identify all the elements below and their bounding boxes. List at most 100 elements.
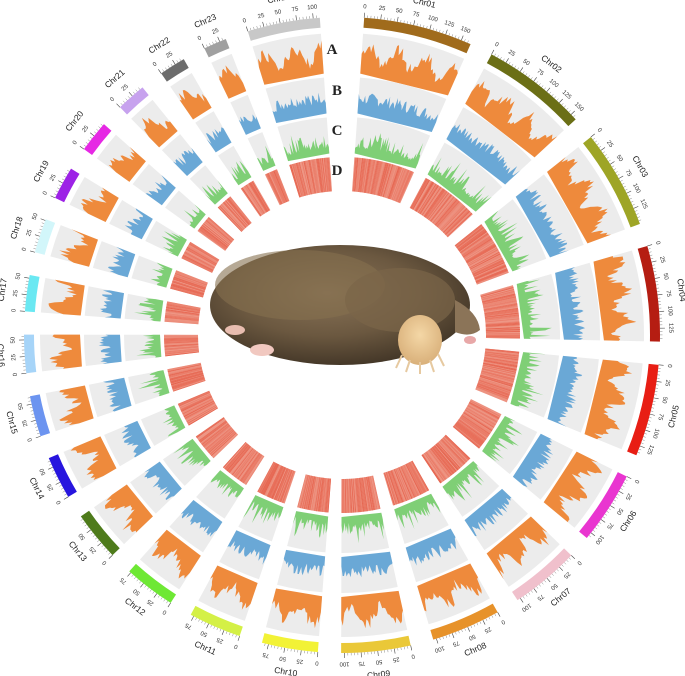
minor-tick bbox=[270, 645, 272, 648]
minor-tick bbox=[160, 597, 163, 600]
track-d-heat-cell bbox=[177, 390, 210, 405]
minor-tick bbox=[594, 140, 598, 143]
tick-mark bbox=[647, 244, 653, 247]
track-d-heat-cell bbox=[164, 349, 199, 354]
track-d-heat-cell bbox=[302, 475, 312, 509]
track-d-heat-cell bbox=[378, 162, 389, 197]
tick-label: 25 bbox=[507, 49, 516, 58]
track-d-heat-cell bbox=[326, 157, 331, 192]
track-d-heat-cell bbox=[278, 469, 292, 502]
track-d-heat-cell bbox=[484, 307, 519, 314]
track-d-heat-cell bbox=[195, 417, 225, 438]
minor-tick bbox=[611, 165, 615, 168]
track-d-heat-cell bbox=[462, 413, 492, 433]
track-d-heat-cell bbox=[204, 220, 232, 244]
track-d-heat-cell bbox=[313, 159, 320, 193]
track-a-profile bbox=[360, 44, 458, 96]
track-d-heat-cell bbox=[456, 226, 484, 248]
track-d-heat-cell bbox=[319, 477, 325, 512]
track-d-heat-cell bbox=[466, 406, 497, 424]
track-c-background bbox=[484, 199, 547, 272]
track-d-heat-cell bbox=[316, 158, 323, 193]
chromosome-chr17: 0 25 50 Chr17 bbox=[0, 272, 201, 325]
track-d-heat-cell bbox=[231, 447, 253, 475]
minor-tick bbox=[29, 407, 33, 409]
track-d-heat-cell bbox=[365, 476, 372, 511]
track-d-heat-cell bbox=[484, 311, 519, 317]
track-d-heat-cell bbox=[322, 157, 328, 192]
track-d-heat-cell bbox=[164, 344, 199, 348]
tick-label: 0 bbox=[101, 559, 108, 566]
minor-tick bbox=[615, 496, 618, 499]
tick-mark bbox=[651, 260, 657, 263]
track-d-heat-cell bbox=[226, 198, 250, 226]
track-d-heat-cell bbox=[269, 172, 285, 204]
track-d-heat-cell bbox=[416, 182, 435, 213]
track-d-heat-cell bbox=[483, 363, 517, 371]
track-d-heat-cell bbox=[291, 164, 302, 198]
track-d-heat-cell bbox=[164, 335, 199, 337]
minor-tick bbox=[276, 21, 278, 24]
track-d-heat-cell bbox=[164, 338, 199, 340]
tick-label: 100 bbox=[433, 644, 445, 653]
minor-tick bbox=[650, 410, 654, 412]
track-d-heat-cell bbox=[169, 371, 204, 382]
track-d-heat-cell bbox=[408, 462, 426, 493]
track-d-heat-cell bbox=[180, 395, 212, 411]
track-d-heat-cell bbox=[233, 449, 255, 477]
track-d-heat-cell bbox=[420, 185, 440, 215]
tick-label: 100 bbox=[548, 78, 560, 89]
tick-label: 0 bbox=[632, 478, 639, 484]
track-d-heat-cell bbox=[477, 384, 510, 397]
track-d-heat-cell bbox=[314, 477, 321, 511]
track-d-heat-cell bbox=[203, 425, 231, 449]
track-d-heat-cell bbox=[388, 166, 401, 200]
track-d-heat-cell bbox=[188, 243, 219, 262]
chromosome-chr04: 0 25 50 75 100 125 Chr04 bbox=[480, 241, 685, 342]
track-a-profile bbox=[59, 385, 94, 426]
minor-tick bbox=[419, 24, 421, 27]
track-d-heat-cell bbox=[348, 478, 352, 513]
track-d-heat-cell bbox=[386, 471, 398, 505]
chromosome-label: Chr16 bbox=[0, 344, 7, 368]
minor-tick bbox=[167, 65, 170, 68]
track-d-heat-cell bbox=[170, 373, 204, 384]
tick-label: 50 bbox=[467, 633, 476, 641]
track-d-heat-cell bbox=[475, 268, 508, 282]
track-d-heat-cell bbox=[182, 398, 214, 415]
track-d-heat-cell bbox=[456, 227, 485, 249]
tick-label: 50 bbox=[39, 467, 48, 476]
track-d-heat-cell bbox=[385, 472, 397, 505]
track-d-heat-cell bbox=[485, 323, 520, 327]
minor-tick bbox=[272, 21, 274, 25]
minor-tick bbox=[442, 636, 444, 640]
minor-tick bbox=[277, 646, 279, 650]
track-d-heat-cell bbox=[351, 478, 356, 513]
minor-tick bbox=[47, 460, 51, 463]
track-d-heat-cell bbox=[465, 408, 496, 427]
chromosome-label: Chr10 bbox=[274, 665, 299, 676]
track-d-heat-cell bbox=[183, 252, 215, 270]
track-d-heat-cell bbox=[403, 464, 419, 497]
track-d-heat-cell bbox=[317, 477, 324, 512]
tick-mark bbox=[445, 29, 448, 35]
chromosome-band bbox=[341, 635, 411, 653]
track-d-heat-cell bbox=[392, 168, 406, 201]
track-d-heat-cell bbox=[361, 158, 367, 193]
track-d-heat-cell bbox=[482, 298, 517, 307]
track-c-profile bbox=[136, 334, 162, 358]
track-d-heat-cell bbox=[468, 403, 499, 421]
track-d-heat-cell bbox=[474, 266, 507, 281]
track-d-heat-cell bbox=[445, 434, 471, 460]
track-d-heat-cell bbox=[164, 345, 199, 349]
chromosome-band bbox=[23, 334, 37, 374]
track-d-heat-cell bbox=[440, 439, 465, 465]
track-d-heat-cell bbox=[441, 206, 467, 232]
track-c-profile bbox=[283, 135, 330, 162]
track-d-heat-cell bbox=[302, 161, 311, 195]
minor-tick bbox=[436, 28, 438, 32]
track-d-heat-cell bbox=[391, 469, 405, 503]
track-c-profile bbox=[173, 438, 211, 467]
tick-label: 100 bbox=[666, 306, 673, 317]
